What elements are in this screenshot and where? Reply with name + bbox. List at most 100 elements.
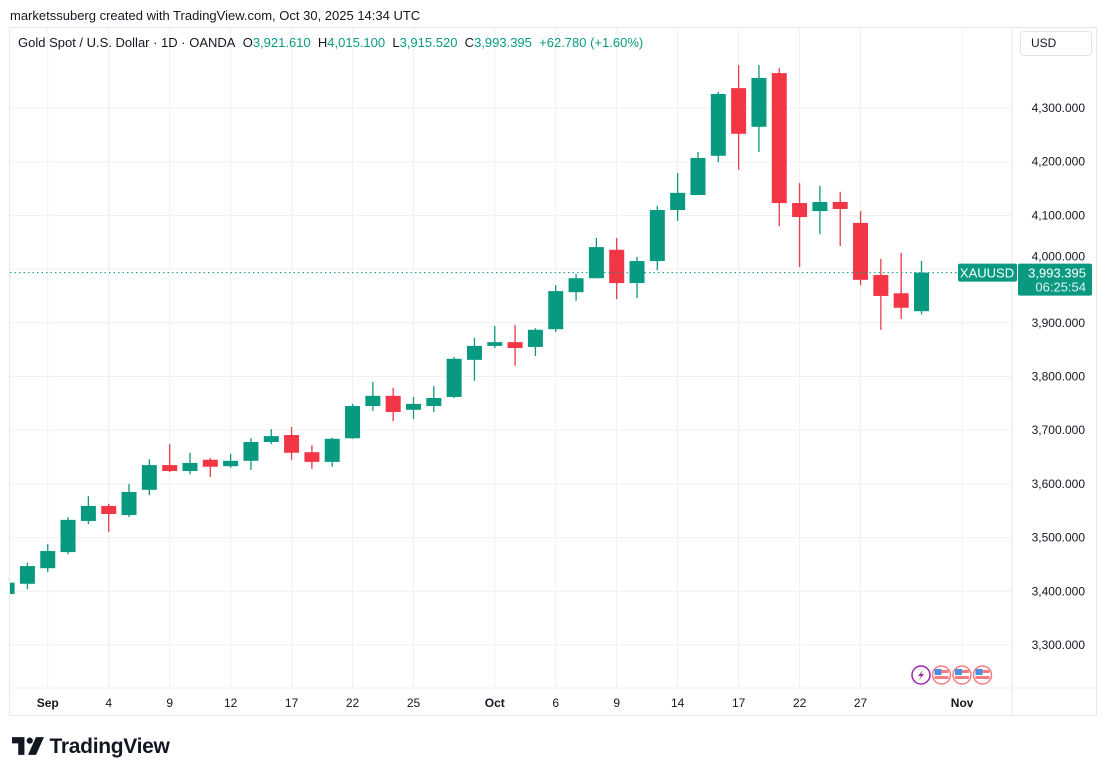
candle-body: [223, 460, 239, 467]
x-tick-label: 6: [552, 696, 559, 710]
chart-frame: [9, 27, 1097, 716]
candle: [10, 582, 15, 594]
price-axis: 4,300.000 4,200.000 4,100.000 4,000.000 3,90…: [1011, 28, 1086, 716]
candle: [345, 403, 361, 439]
candle: [223, 453, 239, 468]
high-value: 4,015.100: [327, 35, 386, 50]
x-tick-label: 12: [224, 696, 238, 710]
us-flag-icon[interactable]: [972, 665, 993, 685]
y-tick-label: 3,400.000: [1032, 584, 1086, 598]
currency-button[interactable]: USD: [1020, 31, 1092, 56]
x-tick-label: 22: [346, 696, 360, 710]
candle-body: [141, 465, 157, 490]
candle-body: [609, 249, 625, 284]
candle-body: [406, 403, 421, 410]
candle-body: [588, 247, 604, 279]
attribution: marketssuberg created with TradingView.c…: [10, 8, 421, 23]
candle-body: [426, 397, 442, 407]
lightning-bolt: [918, 670, 924, 680]
candle-body: [690, 157, 706, 195]
tradingview-logo[interactable]: TradingView: [12, 735, 170, 759]
close-label: C: [464, 35, 475, 50]
last-price-text: 3,993.395: [1028, 266, 1086, 281]
candle: [385, 387, 401, 422]
flag-canton: [955, 669, 962, 675]
y-tick-label: 3,300.000: [1032, 638, 1086, 652]
candle: [243, 438, 259, 470]
candle-body: [121, 491, 137, 516]
y-tick-label: 4,200.000: [1032, 155, 1086, 169]
candle-body: [914, 272, 929, 312]
candle: [426, 386, 442, 412]
candle-body: [873, 275, 889, 296]
open-label: O: [242, 35, 253, 50]
y-tick-label: 4,000.000: [1032, 250, 1086, 264]
candle-body: [507, 342, 523, 349]
candle: [629, 256, 645, 299]
lightning-icon[interactable]: [911, 665, 931, 685]
candle: [873, 258, 889, 330]
flag-canton: [934, 669, 942, 675]
symbol-legend: Gold Spot / U.S. Dollar · 1D · OANDA O3,…: [18, 35, 643, 50]
candle: [365, 381, 381, 411]
x-tick-label: Nov: [951, 696, 974, 710]
x-tick-label: 17: [285, 696, 299, 710]
candle-body: [670, 192, 686, 211]
candle: [548, 285, 564, 332]
candle-body: [792, 203, 808, 218]
candle-body: [80, 505, 96, 521]
y-tick-label: 3,600.000: [1032, 477, 1086, 491]
x-tick-label: 25: [407, 696, 421, 710]
candle: [751, 65, 767, 153]
y-tick-label: 3,700.000: [1032, 423, 1086, 437]
us-flag-icon[interactable]: [931, 665, 952, 685]
candle: [324, 437, 340, 467]
candle: [466, 337, 482, 381]
tradingview-logo-icon: [12, 737, 44, 755]
y-tick-label: 4,300.000: [1032, 101, 1086, 115]
candle: [487, 326, 503, 349]
candle-body: [19, 566, 35, 584]
candle-body: [162, 465, 178, 472]
candle: [832, 191, 848, 247]
candle: [406, 396, 421, 419]
symbol-title: Gold Spot / U.S. Dollar · 1D · OANDA: [18, 35, 236, 50]
candle-body: [304, 452, 320, 462]
candle: [121, 483, 137, 518]
candle-body: [446, 358, 462, 397]
x-tick-label: 17: [732, 696, 746, 710]
candle-body: [853, 222, 869, 280]
x-tick-label: 14: [671, 696, 685, 710]
candle: [304, 445, 320, 469]
candle-body: [649, 210, 665, 262]
y-tick-label: 4,100.000: [1032, 208, 1086, 222]
us-flag-icon[interactable]: [952, 665, 972, 685]
candle: [263, 429, 279, 445]
candle-body: [527, 329, 543, 347]
time-axis: Sep 4 9 12 17 22 25 Oct 6 9 14 17 22 27 Nov: [10, 687, 1097, 710]
flag-canton: [975, 669, 983, 675]
candle: [588, 237, 604, 279]
candle-body: [466, 345, 482, 360]
candle: [527, 328, 543, 357]
candle-body: [345, 406, 361, 439]
x-tick-label: 4: [105, 696, 112, 710]
candle: [914, 260, 929, 315]
candle: [853, 211, 869, 286]
logo-text: TradingView: [49, 735, 170, 758]
grid: [10, 28, 1012, 688]
candle-body: [548, 291, 564, 330]
x-tick-label: 22: [793, 696, 807, 710]
candle: [670, 172, 686, 221]
candle-body: [568, 278, 584, 293]
candles: [10, 65, 929, 594]
low-label: L: [392, 35, 400, 50]
candle-body: [751, 77, 767, 127]
candle-body: [629, 261, 645, 284]
candle: [80, 496, 96, 525]
candle: [649, 205, 665, 271]
candle: [893, 252, 909, 320]
y-tick-label: 3,900.000: [1032, 316, 1086, 330]
